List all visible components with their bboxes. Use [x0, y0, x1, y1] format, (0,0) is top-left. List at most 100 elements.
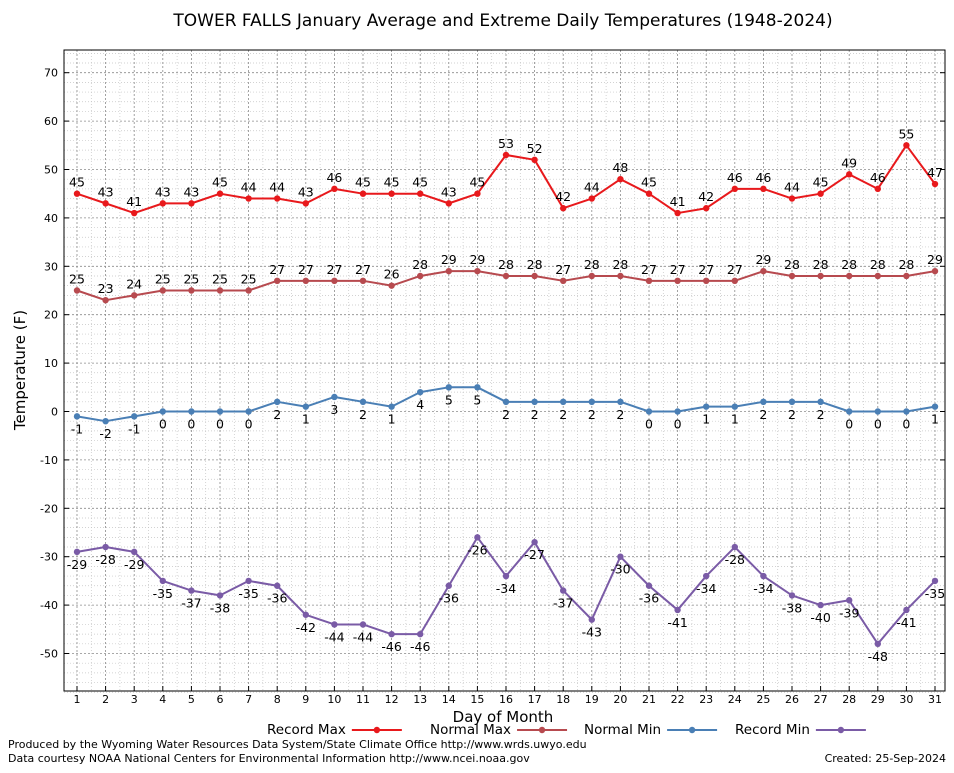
record-max-point	[817, 190, 824, 197]
normal-min-point	[931, 403, 939, 410]
normal-min-data-label: 5	[445, 392, 453, 407]
x-tick-label: 25	[756, 693, 770, 706]
record-max-data-label: 49	[841, 155, 857, 170]
record-max-point	[502, 151, 510, 159]
x-tick-label: 3	[131, 693, 138, 706]
normal-min-data-label: 0	[645, 417, 653, 432]
record-min-point	[302, 611, 309, 618]
y-tick-label: -10	[40, 454, 58, 467]
record-min-point	[159, 577, 166, 585]
normal-min-legend-label: Normal Min	[584, 722, 661, 738]
record-min-data-label: -43	[582, 625, 602, 640]
normal-min-point	[159, 408, 166, 415]
record-min-data-label: -34	[696, 581, 716, 596]
record-max-data-label: 43	[441, 184, 457, 199]
normal-max-data-label: 26	[384, 267, 400, 282]
x-tick-label: 5	[188, 693, 195, 706]
record-min-data-label: -36	[639, 591, 659, 606]
record-max-data-label: 42	[698, 189, 714, 204]
record-max-point	[188, 200, 195, 207]
x-tick-label: 29	[871, 693, 885, 706]
normal-min-point	[502, 398, 510, 406]
record-max-data-label: 43	[183, 184, 199, 199]
record-min-data-label: -35	[238, 586, 258, 601]
normal-max-data-label: 23	[98, 281, 114, 296]
normal-min-data-label: 5	[473, 392, 481, 407]
record-min-point	[73, 548, 81, 556]
record-min-data-label: -36	[439, 591, 459, 606]
record-min-data-label: -27	[524, 547, 544, 562]
normal-min-point	[560, 398, 567, 406]
normal-max-point	[474, 267, 481, 275]
record-min-data-label: -26	[467, 542, 487, 557]
normal-min-data-label: 2	[531, 407, 539, 422]
normal-max-point	[731, 277, 738, 285]
y-tick-label: 20	[44, 309, 58, 322]
record-max-point	[731, 185, 738, 193]
plot-area-border	[63, 49, 946, 692]
record-min-point	[874, 640, 881, 648]
record-max-point	[159, 200, 166, 207]
record-max-point	[588, 195, 595, 202]
record-min-data-label: -29	[124, 557, 144, 572]
x-tick-label: 12	[385, 693, 399, 706]
x-tick-label: 10	[327, 693, 341, 706]
record-max-point	[617, 175, 624, 183]
record-min-point	[846, 597, 853, 604]
record-max-data-label: 41	[126, 194, 142, 209]
normal-max-point	[931, 267, 939, 275]
x-tick-label: 2	[102, 693, 109, 706]
x-tick-label: 19	[585, 693, 599, 706]
x-tick-label: 24	[728, 693, 742, 706]
record-max-data-label: 41	[670, 194, 686, 209]
y-tick-label: 30	[44, 260, 58, 273]
normal-max-data-label: 25	[69, 272, 85, 287]
record-max-point	[302, 200, 309, 207]
record-min-point	[645, 582, 653, 589]
record-min-data-label: -39	[839, 605, 859, 620]
normal-min-data-label: 0	[845, 417, 853, 432]
record-min-point	[188, 587, 195, 594]
normal-min-data-label: 0	[674, 417, 682, 432]
x-tick-label: 21	[642, 693, 656, 706]
record-min-data-label: -37	[553, 596, 573, 611]
record-max-point	[645, 190, 653, 197]
normal-min-legend-marker	[688, 726, 696, 734]
legend: Record Max Normal Max Normal Min Record Min	[267, 722, 866, 738]
normal-min-point	[474, 384, 481, 391]
normal-min-data-label: 2	[788, 407, 796, 422]
record-min-data-label: -34	[753, 581, 773, 596]
normal-max-point	[846, 272, 853, 280]
normal-min-data-label: 0	[187, 417, 195, 432]
record-max-data-label: 45	[469, 175, 485, 190]
x-tick-label: 23	[699, 693, 713, 706]
normal-min-point	[388, 403, 395, 410]
record-min-point	[359, 621, 367, 628]
record-max-data-label: 45	[813, 175, 829, 190]
x-tick-label: 20	[613, 693, 627, 706]
x-tick-label: 7	[245, 693, 252, 706]
normal-min-point	[245, 408, 252, 415]
x-tick-label: 6	[217, 693, 224, 706]
chart-title: TOWER FALLS January Average and Extreme …	[172, 11, 832, 31]
record-min-point	[588, 616, 595, 623]
normal-max-point	[674, 277, 681, 285]
normal-max-legend-label: Normal Max	[430, 722, 511, 738]
record-min-point	[245, 577, 252, 585]
record-min-point	[388, 630, 395, 638]
x-tick-label: 9	[302, 693, 309, 706]
normal-min-data-label: 1	[302, 412, 310, 427]
normal-max-data-label: 28	[584, 257, 600, 272]
record-max-point	[874, 185, 881, 193]
x-tick-label: 8	[274, 693, 281, 706]
record-min-point	[617, 553, 624, 560]
x-axis-label: Day of Month	[453, 708, 554, 726]
normal-min-data-label: -2	[99, 426, 111, 441]
record-min-legend-marker	[837, 726, 845, 734]
record-min-point	[131, 548, 138, 556]
normal-max-data-label: 25	[155, 272, 171, 287]
record-min-data-label: -37	[181, 596, 201, 611]
y-tick-label: 60	[44, 115, 58, 128]
normal-min-point	[588, 398, 595, 406]
record-min-data-label: -38	[210, 600, 230, 615]
